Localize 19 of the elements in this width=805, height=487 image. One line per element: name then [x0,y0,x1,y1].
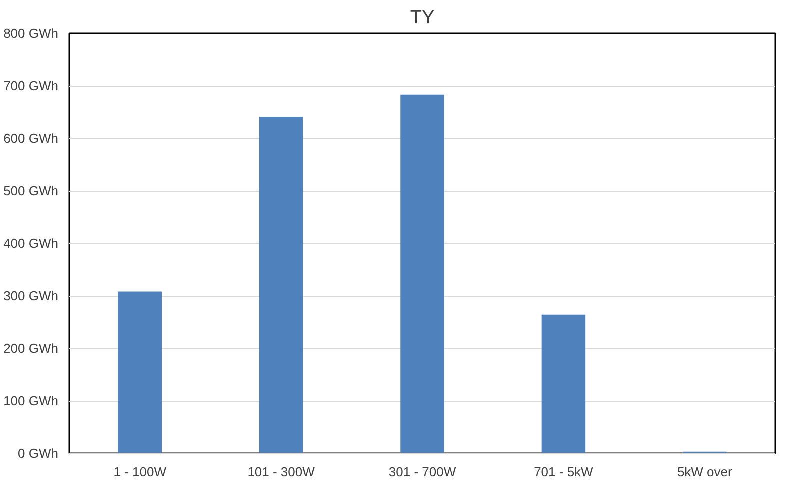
bar [542,314,586,454]
x-tick-label: 301 - 700W [388,464,457,480]
y-tick-label: 800 GWh [4,26,59,41]
y-tick-label: 700 GWh [4,78,59,94]
x-tick-label: 101 - 300W [248,464,316,480]
y-tick-label: 100 GWh [4,394,59,408]
bar [400,94,444,454]
x-tick-label: 1 - 100W [114,464,168,480]
y-tick-label: 0 GWh [18,446,59,461]
y-tick-label: 600 GWh [4,131,59,146]
bar [259,116,304,454]
bar [118,292,162,454]
y-tick-label: 500 GWh [4,184,59,198]
x-tick-label: 701 - 5kW [534,464,594,480]
y-tick-label: 400 GWh [4,236,59,251]
y-tick-label: 200 GWh [4,341,59,356]
y-tick-label: 300 GWh [4,288,59,304]
chart-title: TY [410,8,435,28]
x-tick-label: 5kW over [677,464,734,480]
